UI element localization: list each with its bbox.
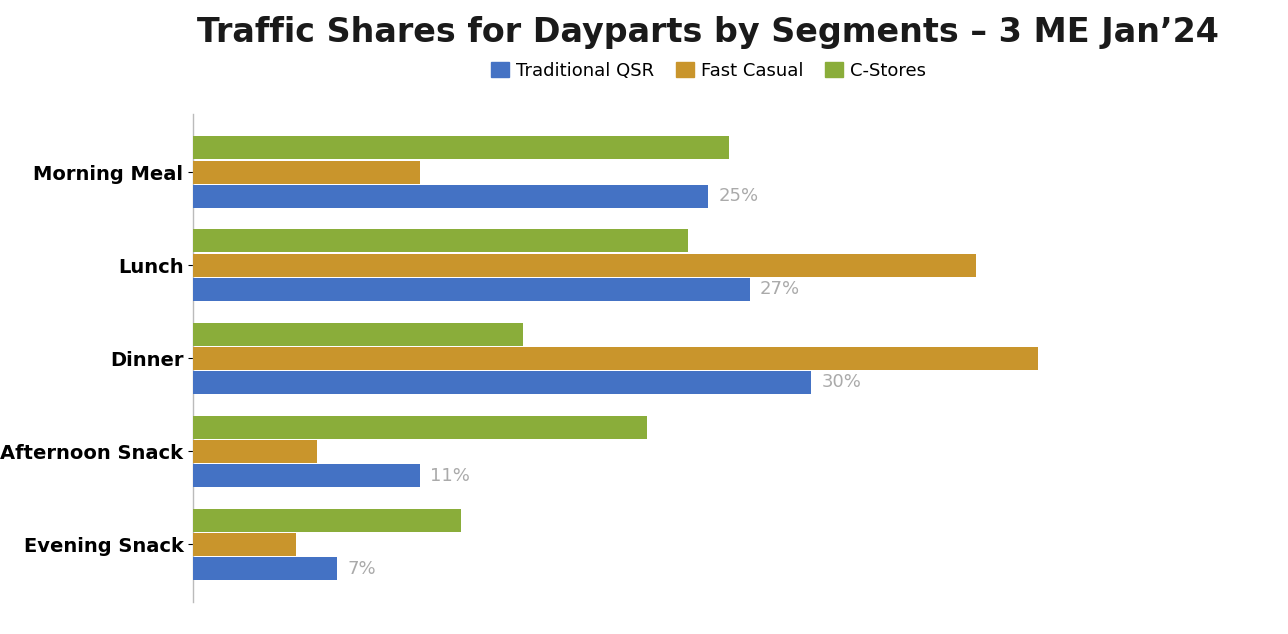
Bar [193, 464, 420, 487]
Text: 6%: 6% [276, 443, 307, 460]
Bar [193, 184, 708, 208]
Text: 25%: 25% [719, 187, 759, 205]
Bar [193, 254, 976, 276]
Bar [193, 533, 296, 556]
Text: 30%: 30% [822, 373, 862, 391]
Bar [193, 347, 1038, 370]
Text: 13%: 13% [408, 511, 451, 529]
Bar [193, 323, 523, 346]
Legend: Traditional QSR, Fast Casual, C-Stores: Traditional QSR, Fast Casual, C-Stores [483, 55, 934, 87]
Text: 11%: 11% [430, 467, 470, 484]
Title: Traffic Shares for Dayparts by Segments – 3 ME Jan’24: Traffic Shares for Dayparts by Segments … [197, 16, 1220, 49]
Bar [193, 440, 317, 463]
Bar [193, 508, 461, 532]
Text: 41%: 41% [985, 349, 1028, 367]
Text: 7%: 7% [348, 560, 376, 578]
Text: 11%: 11% [367, 163, 410, 181]
Text: 22%: 22% [594, 418, 636, 436]
Bar [193, 230, 688, 252]
Bar [193, 160, 420, 183]
Text: 16%: 16% [470, 325, 513, 343]
Text: 38%: 38% [922, 256, 966, 274]
Text: 24%: 24% [635, 232, 677, 250]
Bar [193, 278, 750, 301]
Text: 5%: 5% [255, 535, 286, 553]
Text: 27%: 27% [760, 280, 800, 299]
Bar [193, 557, 337, 580]
Text: 26%: 26% [676, 139, 719, 157]
Bar [193, 371, 811, 394]
Bar [193, 416, 647, 439]
Bar [193, 136, 729, 159]
